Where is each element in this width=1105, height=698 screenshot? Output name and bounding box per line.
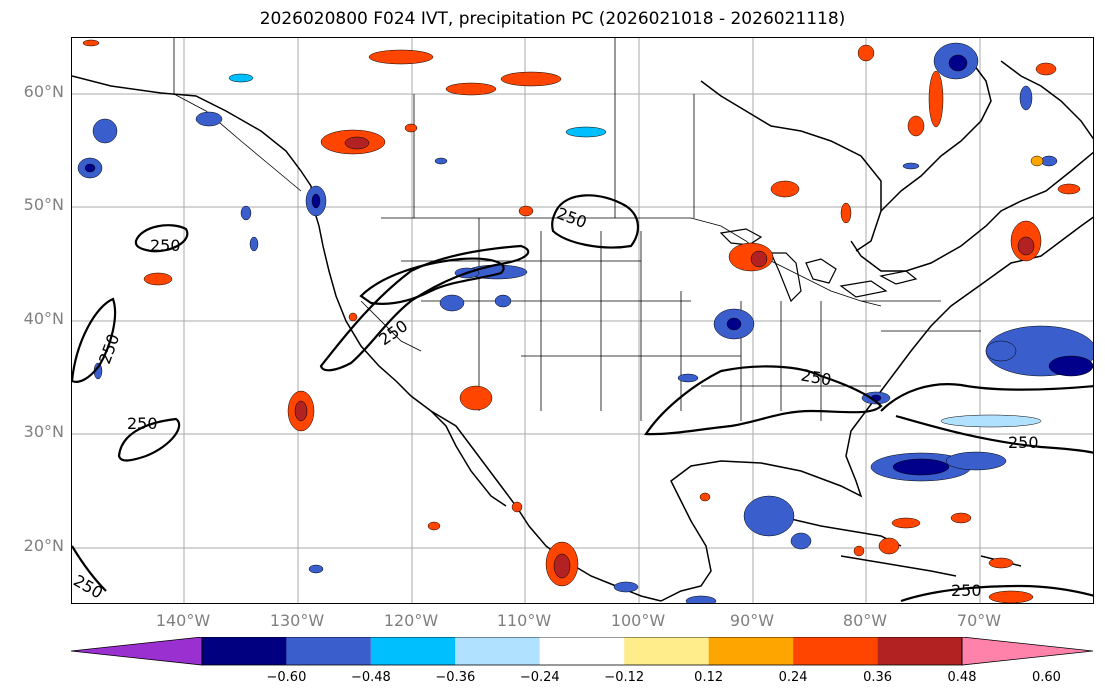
great-lakes bbox=[719, 228, 918, 303]
colorbar-svg bbox=[70, 636, 1094, 666]
contour-label: 250 bbox=[554, 204, 589, 232]
contour-label: 250 bbox=[1008, 433, 1039, 452]
lon-tick-label: 140°W bbox=[155, 611, 211, 630]
map-panel: 250 250 250 250 250 250 250 250 250 bbox=[71, 37, 1094, 604]
colorbar-extend-min bbox=[70, 636, 203, 666]
lat-tick-label: 40°N bbox=[23, 309, 64, 328]
colorbar-tick-label: 0.24 bbox=[778, 670, 808, 685]
colorbar-tick-label: −0.24 bbox=[519, 670, 560, 685]
lon-tick-label: 110°W bbox=[496, 611, 552, 630]
lat-tick-label: 50°N bbox=[23, 195, 64, 214]
contour-label: 250 bbox=[72, 571, 106, 603]
colorbar-tick-label: −0.36 bbox=[435, 670, 476, 685]
ivt-contours bbox=[72, 194, 1093, 603]
contour-label: 250 bbox=[127, 414, 158, 433]
colorbar-swatch bbox=[539, 637, 625, 665]
colorbar-tick-label: −0.12 bbox=[604, 670, 645, 685]
lon-tick-label: 90°W bbox=[729, 611, 775, 630]
lon-tick-label: 100°W bbox=[610, 611, 666, 630]
colorbar-tick-label: 0.60 bbox=[1031, 670, 1061, 685]
contour-label: 250 bbox=[951, 581, 982, 600]
colorbar-swatch bbox=[708, 637, 794, 665]
colorbar-tick-label: 0.48 bbox=[947, 670, 977, 685]
colorbar-swatch bbox=[877, 637, 962, 665]
colorbar-tick-label: −0.60 bbox=[266, 670, 307, 685]
lon-tick-label: 130°W bbox=[269, 611, 325, 630]
lat-tick-label: 60°N bbox=[23, 82, 64, 101]
colorbar-swatch bbox=[793, 637, 878, 665]
colorbar bbox=[70, 636, 1096, 671]
colorbar-tick-label: 0.12 bbox=[694, 670, 724, 685]
colorbar-swatch bbox=[455, 637, 540, 665]
colorbar-swatch bbox=[370, 637, 456, 665]
lon-tick-label: 80°W bbox=[842, 611, 888, 630]
lat-tick-label: 20°N bbox=[23, 536, 64, 555]
colorbar-swatch bbox=[624, 637, 709, 665]
graticule bbox=[72, 38, 1093, 603]
precip-pc-patches bbox=[77, 39, 1093, 603]
colorbar-tick-label: −0.48 bbox=[350, 670, 391, 685]
colorbar-swatch bbox=[202, 637, 287, 665]
chart-title: 2026020800 F024 IVT, precipitation PC (2… bbox=[259, 9, 846, 29]
colorbar-tick-label: 0.36 bbox=[863, 670, 893, 685]
lon-tick-label: 120°W bbox=[383, 611, 439, 630]
contour-label: 250 bbox=[150, 236, 181, 255]
lat-tick-label: 30°N bbox=[23, 422, 64, 441]
map-canvas: 250 250 250 250 250 250 250 250 250 bbox=[72, 38, 1093, 603]
coastlines bbox=[72, 60, 1093, 602]
colorbar-frame bbox=[201, 636, 963, 666]
contour-label: 250 bbox=[95, 331, 123, 366]
lon-tick-label: 70°W bbox=[956, 611, 1002, 630]
colorbar-swatch bbox=[286, 637, 371, 665]
colorbar-extend-max bbox=[961, 636, 1094, 666]
